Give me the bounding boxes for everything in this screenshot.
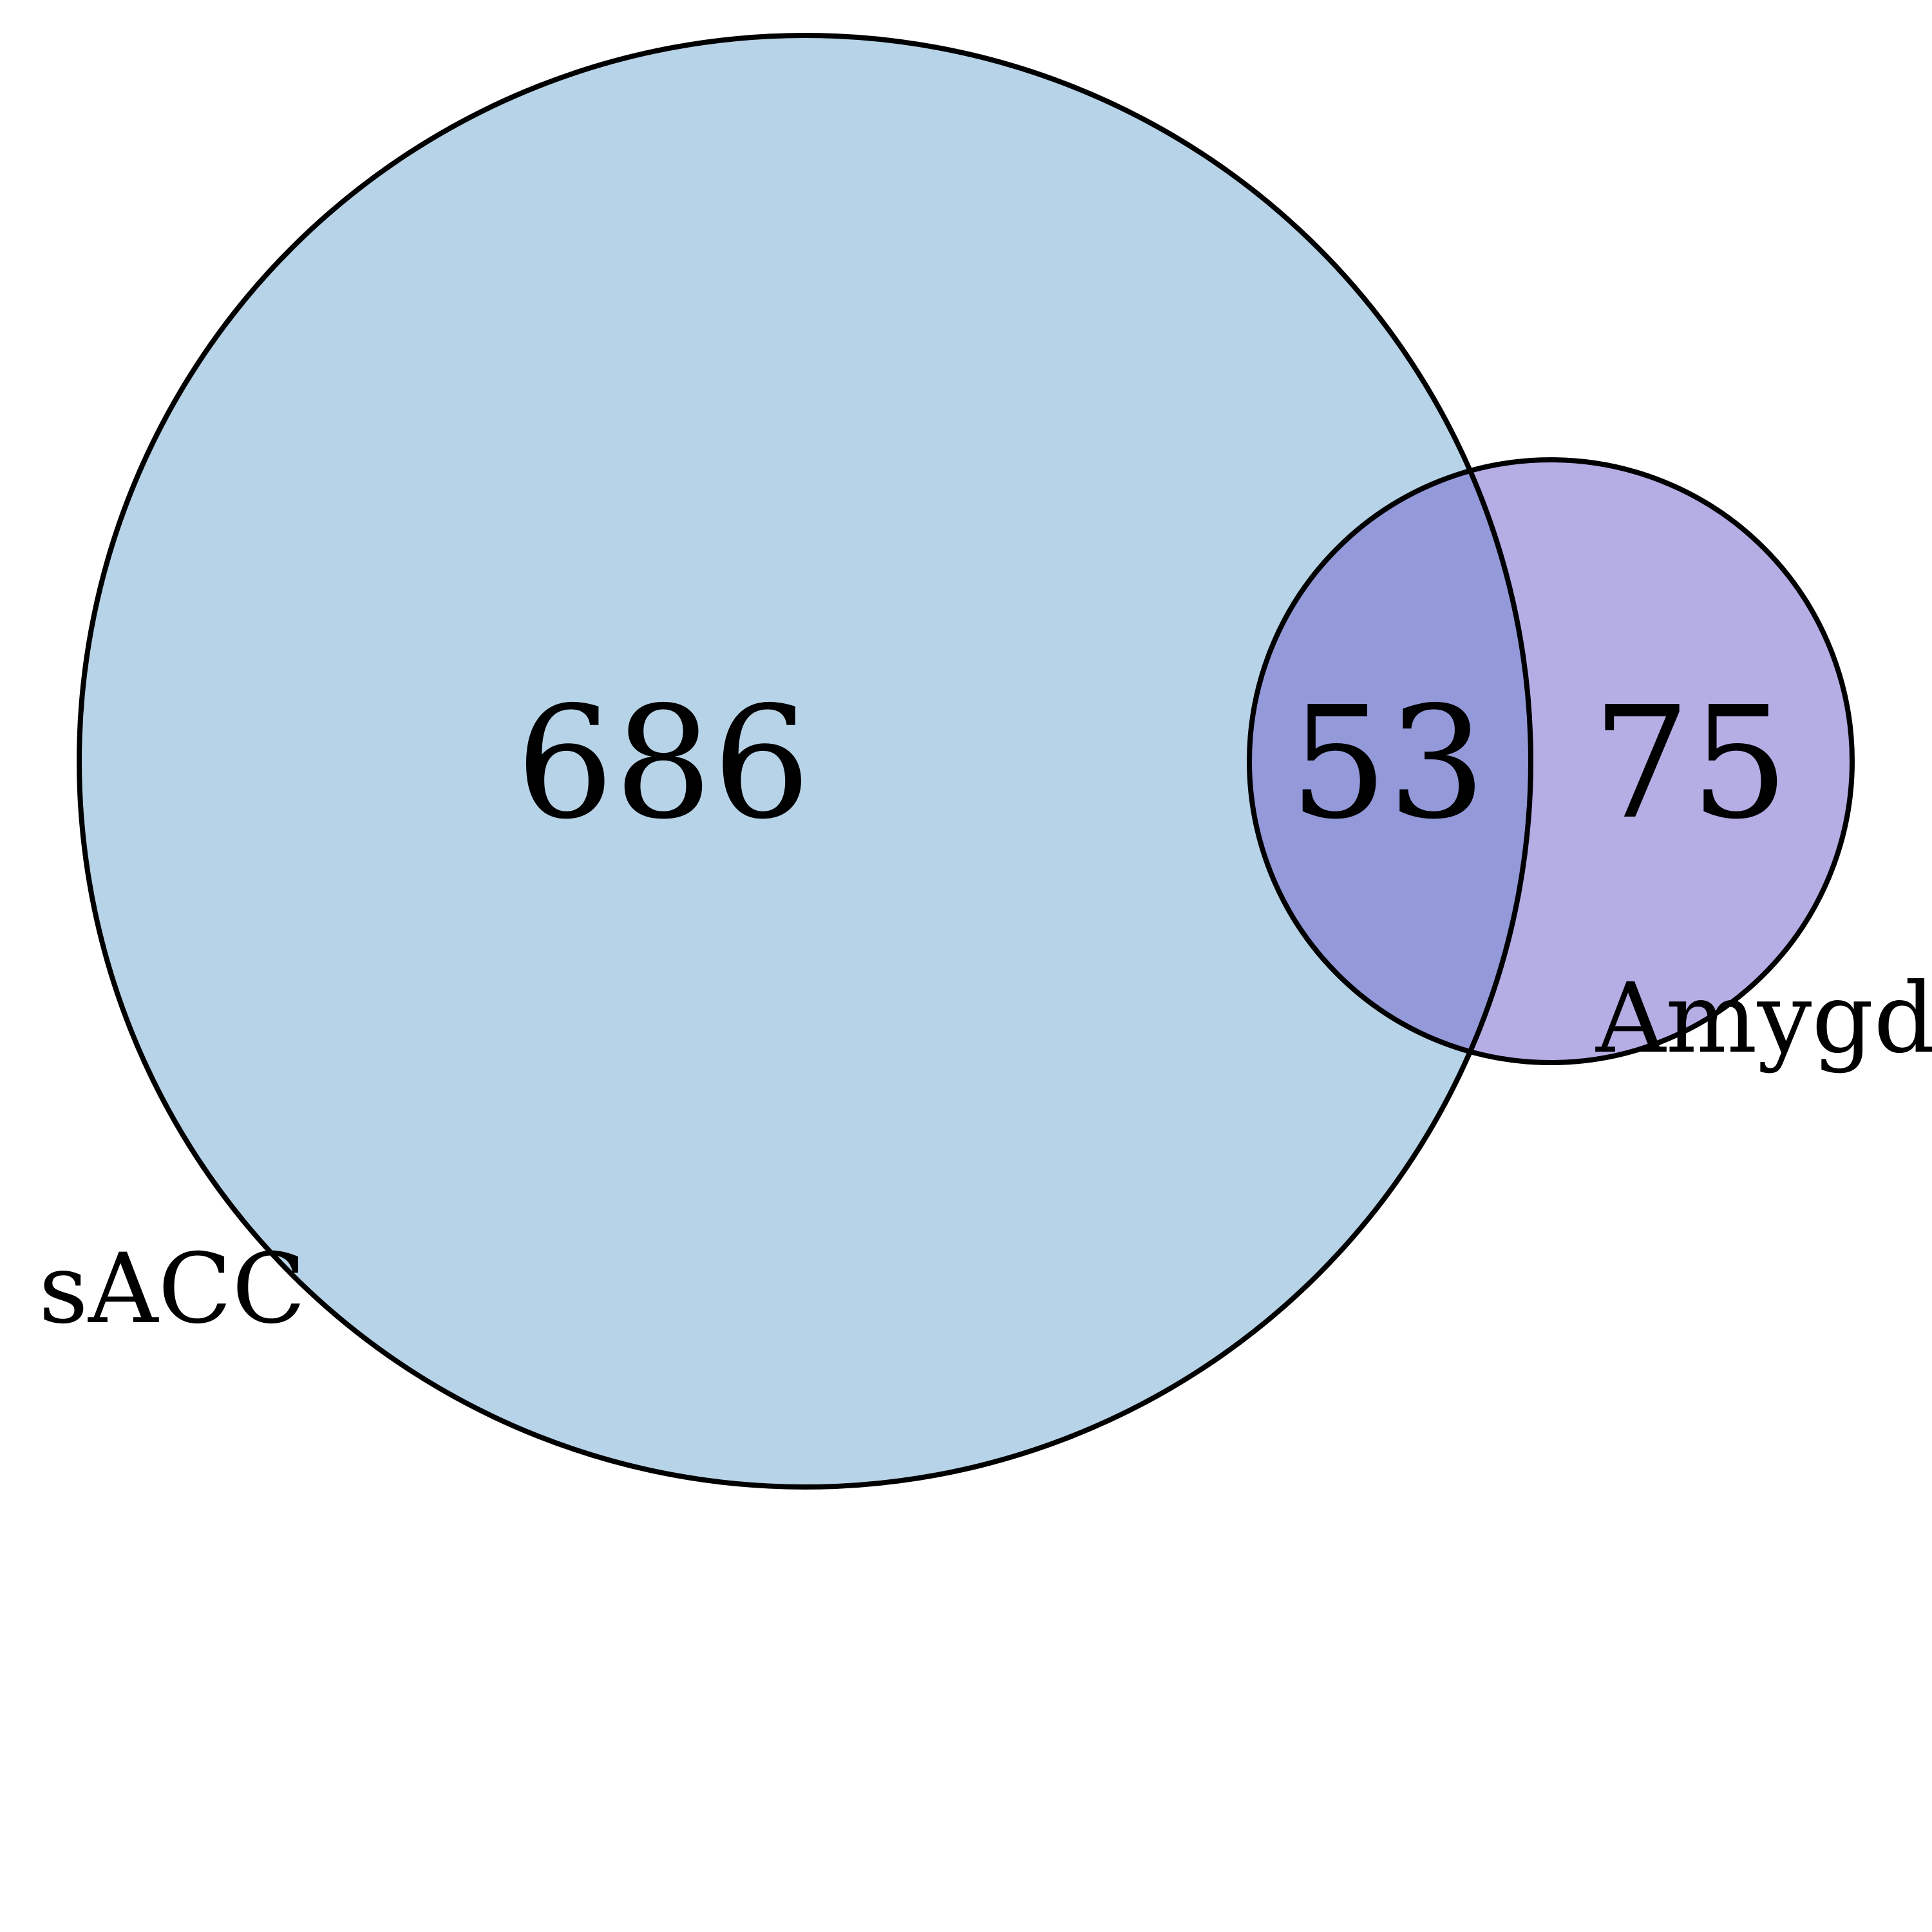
set-a-outline xyxy=(77,33,1533,1490)
count-only-a: 686 xyxy=(516,673,811,853)
intersection-region xyxy=(1249,460,1531,1063)
set-b-outline xyxy=(1247,457,1855,1065)
set-b-label: Amygdala xyxy=(1595,963,1932,1075)
count-intersection: 53 xyxy=(1289,673,1486,853)
set-a-region xyxy=(79,35,1531,1487)
count-only-b: 75 xyxy=(1592,673,1788,853)
set-a-label: sACC xyxy=(39,1233,306,1345)
